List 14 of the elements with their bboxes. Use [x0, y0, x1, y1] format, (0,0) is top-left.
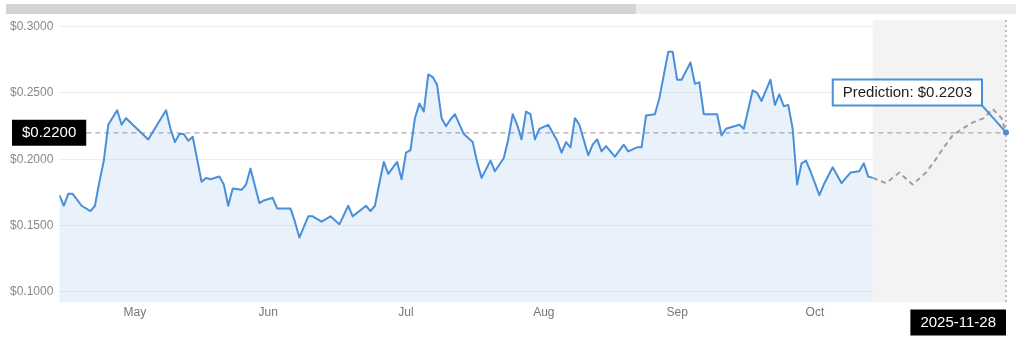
x-tick-label: May	[123, 305, 147, 320]
x-tick-label: Jun	[258, 305, 278, 320]
y-tick-label: $0.1500	[9, 217, 54, 232]
annotation: Prediction: $0.2203	[842, 82, 973, 100]
y-tick-label: $0.2500	[9, 85, 54, 100]
y-tick-label: $0.1000	[9, 284, 54, 299]
ref-line-label: 2025-11-28	[920, 312, 997, 330]
x-tick-label: Oct	[805, 305, 825, 320]
x-tick-label: Aug	[533, 305, 555, 320]
ref-line-label: $0.2200	[22, 122, 77, 140]
x-tick-label: Jul	[398, 305, 414, 320]
y-tick-label: $0.3000	[9, 18, 54, 33]
x-tick-label: Sep	[666, 305, 689, 320]
y-tick-label: $0.2000	[9, 151, 54, 166]
